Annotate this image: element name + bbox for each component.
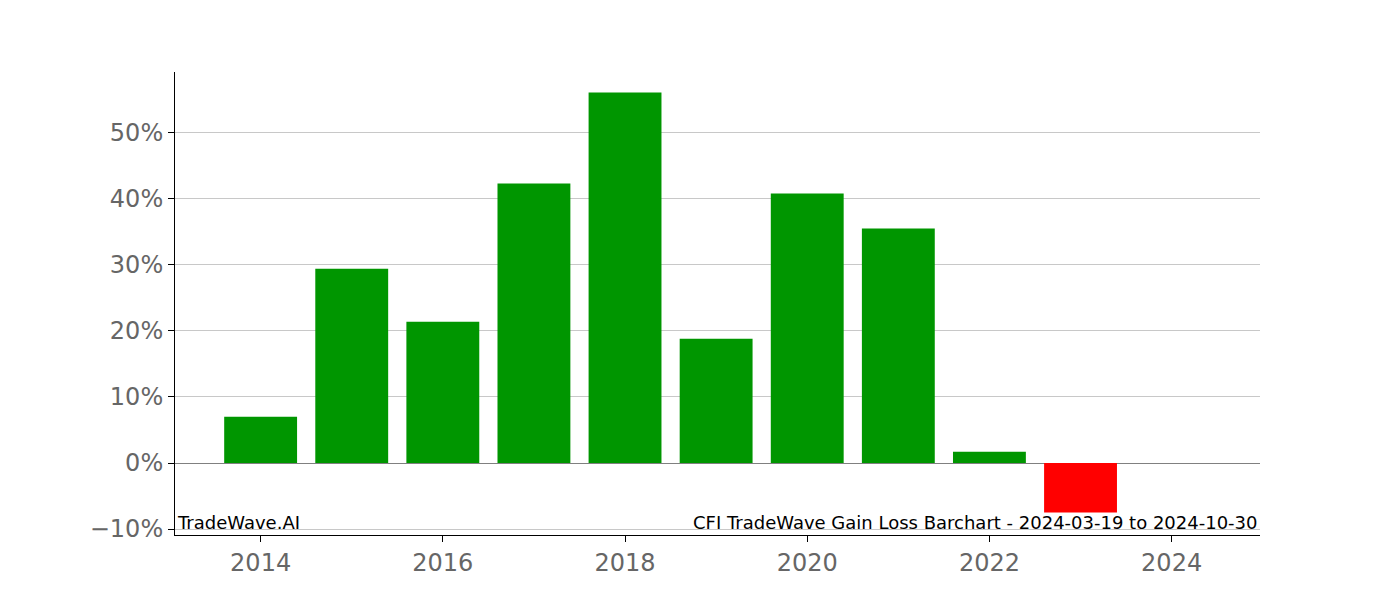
svg-text:30%: 30% — [110, 251, 163, 279]
svg-text:2020: 2020 — [777, 549, 838, 577]
svg-text:20%: 20% — [110, 317, 163, 345]
svg-text:2016: 2016 — [412, 549, 473, 577]
svg-text:10%: 10% — [110, 383, 163, 411]
svg-text:−10%: −10% — [90, 515, 163, 543]
svg-text:2024: 2024 — [1141, 549, 1202, 577]
svg-text:2018: 2018 — [594, 549, 655, 577]
svg-text:40%: 40% — [110, 185, 163, 213]
svg-text:2022: 2022 — [959, 549, 1020, 577]
svg-text:0%: 0% — [125, 449, 163, 477]
svg-text:2014: 2014 — [230, 549, 291, 577]
svg-text:TradeWave.AI: TradeWave.AI — [177, 512, 300, 533]
svg-text:50%: 50% — [110, 119, 163, 147]
svg-text:CFI TradeWave Gain Loss Barcha: CFI TradeWave Gain Loss Barchart - 2024-… — [693, 512, 1258, 533]
